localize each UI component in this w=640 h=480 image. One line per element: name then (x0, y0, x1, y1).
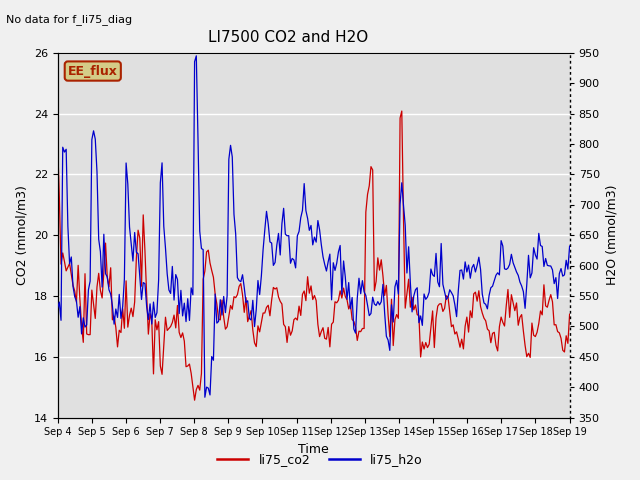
Y-axis label: CO2 (mmol/m3): CO2 (mmol/m3) (15, 185, 28, 285)
Text: EE_flux: EE_flux (68, 64, 118, 78)
Text: No data for f_li75_diag: No data for f_li75_diag (6, 14, 132, 25)
X-axis label: Time: Time (298, 443, 329, 456)
Y-axis label: H2O (mmol/m3): H2O (mmol/m3) (605, 185, 618, 286)
Title: LI7500 CO2 and H2O: LI7500 CO2 and H2O (208, 30, 368, 45)
Legend: li75_co2, li75_h2o: li75_co2, li75_h2o (212, 448, 428, 471)
